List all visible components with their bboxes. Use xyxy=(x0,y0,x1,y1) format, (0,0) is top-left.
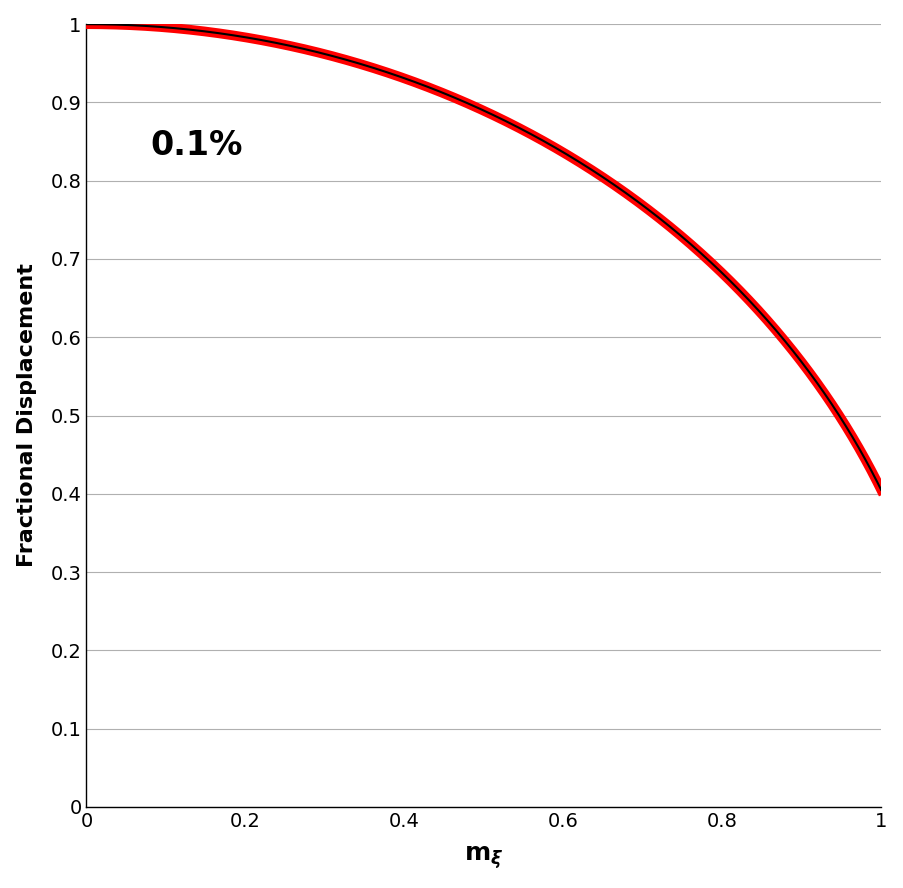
X-axis label: $\mathbf{m}_{\boldsymbol{\xi}}$: $\mathbf{m}_{\boldsymbol{\xi}}$ xyxy=(463,844,503,871)
Y-axis label: Fractional Displacement: Fractional Displacement xyxy=(16,264,37,567)
Text: 0.1%: 0.1% xyxy=(150,129,242,162)
